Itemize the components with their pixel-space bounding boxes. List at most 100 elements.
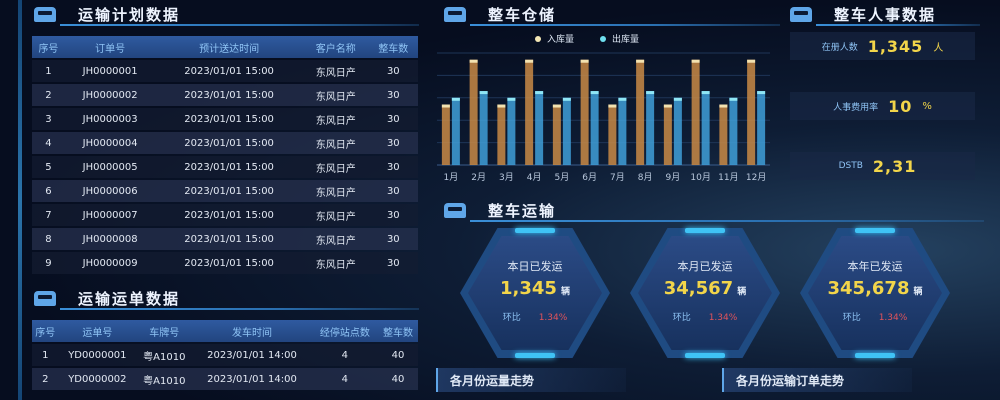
table-row[interactable]: 1 JH0000001 2023/01/01 15:00 东风日产 30: [32, 60, 418, 82]
table-cell: 30: [368, 132, 418, 154]
table-header: 序号 运单号 车牌号 发车时间 经停站点数 整车数: [32, 320, 418, 342]
table-row[interactable]: 4 JH0000004 2023/01/01 15:00 东风日产 30: [32, 132, 418, 154]
car-icon: [444, 6, 466, 22]
bar-cap: [469, 59, 478, 63]
bar-cap: [580, 59, 589, 63]
table-cell: 4: [311, 368, 379, 390]
table-cell: YD0000001: [58, 344, 137, 366]
table-cell: 4: [32, 132, 65, 154]
bar-in: [441, 104, 450, 165]
table-row[interactable]: 1 YD0000001 粤A1010 2023/01/01 14:00 4 40: [32, 344, 418, 366]
table-row[interactable]: 9 JH0000009 2023/01/01 15:00 东风日产 30: [32, 252, 418, 274]
table-cell: JH0000009: [64, 252, 156, 274]
shipment-card: 本年已发运 345,678 辆 环比 1.34%: [800, 228, 950, 358]
table-cell: 2023/01/01 15:00: [155, 60, 303, 82]
table-row[interactable]: 6 JH0000006 2023/01/01 15:00 东风日产 30: [32, 180, 418, 202]
bar-cap: [562, 97, 571, 101]
table-cell: 1: [32, 60, 65, 82]
bar-out: [701, 91, 710, 165]
table-cell: 东风日产: [302, 252, 369, 274]
car-icon: [790, 6, 812, 22]
shipment-card: 本月已发运 34,567 辆 环比 1.34%: [630, 228, 780, 358]
bar-cap: [441, 104, 450, 108]
table-cell: 2023/01/01 15:00: [155, 252, 303, 274]
table-cell: 1: [32, 344, 59, 366]
table-cell: 8: [32, 228, 65, 250]
table-cell: 30: [368, 252, 418, 274]
bar-in: [497, 104, 506, 165]
table-cell: 7: [32, 204, 65, 226]
table-cell: 2023/01/01 14:00: [192, 368, 312, 390]
bar-in: [691, 59, 700, 165]
x-tick-label: 12月: [746, 172, 766, 183]
table-cell: 粤A1010: [136, 368, 193, 390]
x-tick-label: 11月: [718, 172, 738, 183]
bar-out: [479, 91, 488, 165]
x-tick-label: 1月: [444, 172, 459, 183]
bar-cap: [479, 91, 488, 95]
table-cell: 30: [368, 180, 418, 202]
bar-cap: [497, 104, 506, 108]
frame-border: [18, 0, 22, 400]
column-header: 发车时间: [192, 320, 312, 342]
table-cell: 东风日产: [302, 108, 369, 130]
warehouse-chart: 1月 2月 3月 4月 5月 6月 7月 8月 9月 10月 11月 12月: [437, 52, 770, 183]
plan-section-title: 运输计划数据: [34, 2, 419, 26]
table-cell: 东风日产: [302, 84, 369, 106]
bar-in: [525, 59, 534, 165]
column-header: 订单号: [64, 36, 156, 58]
bar-cap: [618, 97, 627, 101]
table-cell: JH0000001: [64, 60, 156, 82]
table-row[interactable]: 8 JH0000008 2023/01/01 15:00 东风日产 30: [32, 228, 418, 250]
x-tick-label: 5月: [555, 172, 570, 183]
bar-cap: [757, 91, 766, 95]
bar-cap: [719, 104, 728, 108]
bar-cap: [636, 59, 645, 63]
legend-out: 出库量: [600, 32, 639, 45]
chart-legend: 入库量 出库量: [535, 32, 639, 45]
bar-cap: [691, 59, 700, 63]
column-header: 客户名称: [302, 36, 369, 58]
column-header: 整车数: [368, 36, 418, 58]
table-cell: 2023/01/01 15:00: [155, 84, 303, 106]
table-cell: 30: [368, 156, 418, 178]
x-tick-label: 9月: [666, 172, 681, 183]
x-tick-label: 6月: [582, 172, 597, 183]
table-row[interactable]: 2 JH0000002 2023/01/01 15:00 东风日产 30: [32, 84, 418, 106]
waybill-table: 序号 运单号 车牌号 发车时间 经停站点数 整车数 1 YD0000001 粤A1010 2023…: [32, 318, 418, 392]
bar-cap: [673, 97, 682, 101]
table-row[interactable]: 3 JH0000003 2023/01/01 15:00 东风日产 30: [32, 108, 418, 130]
bar-in: [580, 59, 589, 165]
bar-in: [663, 104, 672, 165]
bar-cap: [451, 97, 460, 101]
table-cell: JH0000006: [64, 180, 156, 202]
table-cell: 5: [32, 156, 65, 178]
x-tick-label: 7月: [610, 172, 625, 183]
bar-in: [747, 59, 756, 165]
table-row[interactable]: 2 YD0000002 粤A1010 2023/01/01 14:00 4 40: [32, 368, 418, 390]
table-cell: JH0000005: [64, 156, 156, 178]
table-header: 序号 订单号 预计送达时间 客户名称 整车数: [32, 36, 418, 58]
table-cell: 2023/01/01 15:00: [155, 132, 303, 154]
hr-section-title: 整车人事数据: [790, 2, 980, 26]
table-cell: 东风日产: [302, 180, 369, 202]
table-cell: 2: [32, 368, 59, 390]
bar-cap: [507, 97, 516, 101]
bar-cap: [590, 91, 599, 95]
table-cell: JH0000004: [64, 132, 156, 154]
table-cell: 4: [311, 344, 379, 366]
table-cell: 东风日产: [302, 228, 369, 250]
column-header: 预计送达时间: [155, 36, 303, 58]
table-row[interactable]: 7 JH0000007 2023/01/01 15:00 东风日产 30: [32, 204, 418, 226]
warehouse-section-title: 整车仓储: [444, 2, 780, 26]
table-row[interactable]: 5 JH0000005 2023/01/01 15:00 东风日产 30: [32, 156, 418, 178]
bar-cap: [525, 59, 534, 63]
x-tick-label: 10月: [690, 172, 710, 183]
table-cell: 30: [368, 204, 418, 226]
table-cell: JH0000002: [64, 84, 156, 106]
transport-section-title: 整车运输: [444, 198, 984, 222]
x-tick-label: 4月: [527, 172, 542, 183]
x-tick-label: 8月: [638, 172, 653, 183]
bar-out: [535, 91, 544, 165]
table-cell: 2023/01/01 14:00: [192, 344, 312, 366]
